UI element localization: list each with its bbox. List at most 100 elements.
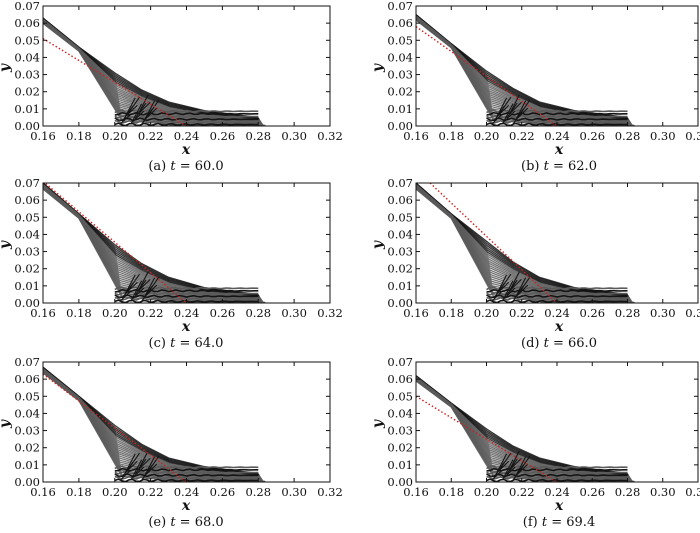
y-tick-label: 0.06 <box>14 372 40 386</box>
y-tick-label: 0.02 <box>14 441 40 455</box>
x-tick-label: 0.18 <box>66 485 92 499</box>
x-axis-label: x <box>181 319 191 335</box>
y-tick-label: 0.00 <box>387 475 413 489</box>
panel-caption: (e) t = 68.0 <box>148 515 223 530</box>
x-tick-label: 0.20 <box>474 129 500 143</box>
caption-value: = 62.0 <box>549 159 597 174</box>
tuft-line <box>136 271 149 293</box>
x-tick-label: 0.28 <box>615 485 641 499</box>
tuft-line <box>508 94 520 116</box>
x-tick-label: 0.30 <box>650 306 676 320</box>
x-tick-label: 0.32 <box>685 485 700 499</box>
y-tick-label: 0.02 <box>14 262 40 276</box>
y-tick-label: 0.00 <box>14 475 40 489</box>
tuft-line <box>130 459 143 481</box>
x-tick-label: 0.22 <box>509 485 535 499</box>
tuft-line <box>136 450 149 472</box>
x-tick-label: 0.24 <box>174 129 200 143</box>
tuft-line <box>514 277 527 299</box>
y-tick-label: 0.05 <box>387 33 413 47</box>
panel-caption: (f) t = 69.4 <box>523 515 595 530</box>
x-tick-label: 0.26 <box>579 485 605 499</box>
y-tick-label: 0.07 <box>387 176 413 190</box>
trajectory-line <box>416 377 631 480</box>
y-tick-label: 0.03 <box>387 245 413 259</box>
tuft-line <box>134 458 147 475</box>
panel-caption: (d) t = 66.0 <box>521 336 597 351</box>
x-axis-label: x <box>181 498 191 514</box>
y-tick-label: 0.04 <box>387 406 413 420</box>
tuft-line <box>504 466 516 478</box>
y-tick-label: 0.04 <box>14 227 40 241</box>
y-tick-label: 0.02 <box>387 441 413 455</box>
y-tick-label: 0.04 <box>14 406 40 420</box>
x-tick-label: 0.20 <box>474 306 500 320</box>
panel-caption: (a) t = 60.0 <box>148 159 223 174</box>
y-tick-label: 0.07 <box>14 176 40 190</box>
tuft-line <box>495 453 508 475</box>
x-tick-label: 0.22 <box>138 129 164 143</box>
tuft-line <box>145 284 158 296</box>
tuft-line <box>499 273 512 290</box>
tuft-line <box>491 290 503 302</box>
x-tick-label: 0.24 <box>544 485 570 499</box>
tuft-line <box>132 110 145 122</box>
panel-caption: (b) t = 62.0 <box>521 159 597 174</box>
reference-line <box>43 373 187 482</box>
y-tick-label: 0.01 <box>14 458 40 472</box>
tuft-line <box>123 274 136 296</box>
x-tick-label: 0.26 <box>579 306 605 320</box>
x-axis-label: x <box>554 498 564 514</box>
y-tick-label: 0.03 <box>387 424 413 438</box>
tuft-line <box>126 281 138 293</box>
caption-variable: t <box>544 336 550 351</box>
x-tick-label: 0.18 <box>66 129 92 143</box>
y-tick-label: 0.04 <box>387 50 413 64</box>
tuft-line <box>506 458 518 475</box>
y-tick-label: 0.06 <box>387 16 413 30</box>
x-tick-label: 0.32 <box>317 129 343 143</box>
caption-variable: t <box>170 336 176 351</box>
x-tick-label: 0.16 <box>403 129 429 143</box>
x-tick-label: 0.28 <box>615 306 641 320</box>
y-tick-label: 0.07 <box>387 355 413 369</box>
reference-line <box>416 25 558 126</box>
tuft-line <box>147 455 160 472</box>
y-axis-label: y <box>0 240 13 250</box>
y-tick-label: 0.01 <box>387 458 413 472</box>
y-tick-label: 0.06 <box>14 193 40 207</box>
tuft-line <box>145 107 158 119</box>
x-tick-label: 0.26 <box>210 485 236 499</box>
panel-f: 0.16 0.18 0.20 0.22 0.24 0.26 0.28 0.30 0.32 0.00… <box>370 355 700 530</box>
plot-area <box>43 366 266 482</box>
x-tick-label: 0.18 <box>438 306 464 320</box>
x-tick-label: 0.24 <box>174 306 200 320</box>
caption-value: = 68.0 <box>176 515 224 530</box>
y-tick-label: 0.05 <box>14 389 40 403</box>
caption-prefix: (a) <box>148 159 170 174</box>
tuft-line <box>128 273 140 290</box>
x-tick-label: 0.16 <box>403 485 429 499</box>
tuft-line <box>516 463 529 475</box>
y-tick-label: 0.04 <box>387 227 413 241</box>
y-tick-label: 0.01 <box>387 279 413 293</box>
y-tick-label: 0.02 <box>387 85 413 99</box>
caption-prefix: (c) <box>149 336 171 351</box>
tuft-line <box>139 101 151 114</box>
filament-line <box>114 109 259 114</box>
filament-line <box>114 294 259 299</box>
y-tick-label: 0.00 <box>387 119 413 133</box>
reference-line <box>416 395 558 482</box>
panel-e: 0.16 0.18 0.20 0.22 0.24 0.26 0.28 0.30 0.32 0.00… <box>0 355 343 530</box>
tuft-line <box>495 97 508 119</box>
tuft-line <box>518 276 531 293</box>
x-tick-label: 0.20 <box>102 129 128 143</box>
panel-c: 0.16 0.18 0.20 0.22 0.24 0.26 0.28 0.30 0.32 0.00… <box>0 176 343 351</box>
tuft-line <box>119 113 132 125</box>
tuft-line <box>506 102 518 119</box>
x-tick-label: 0.20 <box>474 485 500 499</box>
filament-line <box>486 294 628 299</box>
x-tick-label: 0.24 <box>544 306 570 320</box>
x-tick-label: 0.30 <box>650 485 676 499</box>
